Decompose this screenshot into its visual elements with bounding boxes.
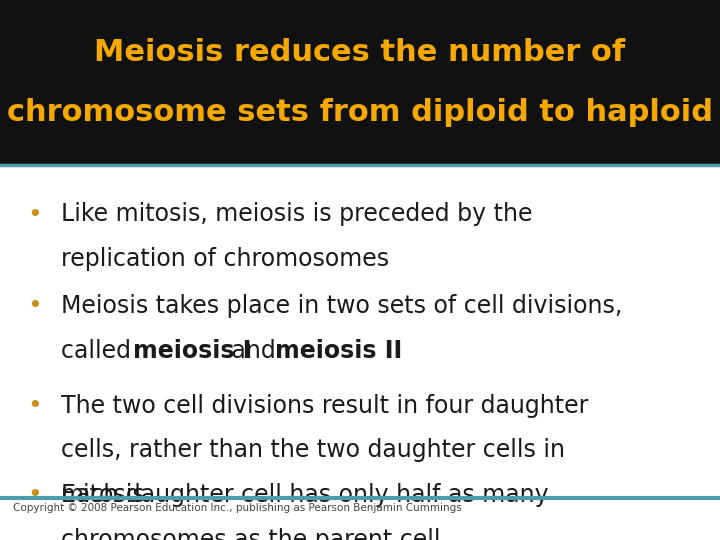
Text: •: • bbox=[27, 394, 42, 418]
Bar bbox=[0, 0, 720, 165]
Text: •: • bbox=[27, 202, 42, 226]
Text: •: • bbox=[27, 483, 42, 507]
Text: Each daughter cell has only half as many: Each daughter cell has only half as many bbox=[61, 483, 549, 507]
Text: meiosis II: meiosis II bbox=[275, 339, 402, 362]
Text: Meiosis reduces the number of: Meiosis reduces the number of bbox=[94, 38, 626, 67]
Text: Copyright © 2008 Pearson Education Inc., publishing as Pearson Benjamin Cummings: Copyright © 2008 Pearson Education Inc.,… bbox=[13, 503, 462, 514]
Text: cells, rather than the two daughter cells in: cells, rather than the two daughter cell… bbox=[61, 438, 565, 462]
Text: chromosomes as the parent cell: chromosomes as the parent cell bbox=[61, 528, 441, 540]
Text: replication of chromosomes: replication of chromosomes bbox=[61, 247, 390, 271]
Text: mitosis: mitosis bbox=[61, 483, 146, 507]
Text: Like mitosis, meiosis is preceded by the: Like mitosis, meiosis is preceded by the bbox=[61, 202, 533, 226]
Text: Meiosis takes place in two sets of cell divisions,: Meiosis takes place in two sets of cell … bbox=[61, 294, 623, 318]
Text: called: called bbox=[61, 339, 139, 362]
Text: The two cell divisions result in four daughter: The two cell divisions result in four da… bbox=[61, 394, 588, 418]
Text: chromosome sets from diploid to haploid: chromosome sets from diploid to haploid bbox=[7, 98, 713, 126]
Text: meiosis I: meiosis I bbox=[132, 339, 251, 362]
Text: •: • bbox=[27, 294, 42, 318]
Text: and: and bbox=[225, 339, 284, 362]
